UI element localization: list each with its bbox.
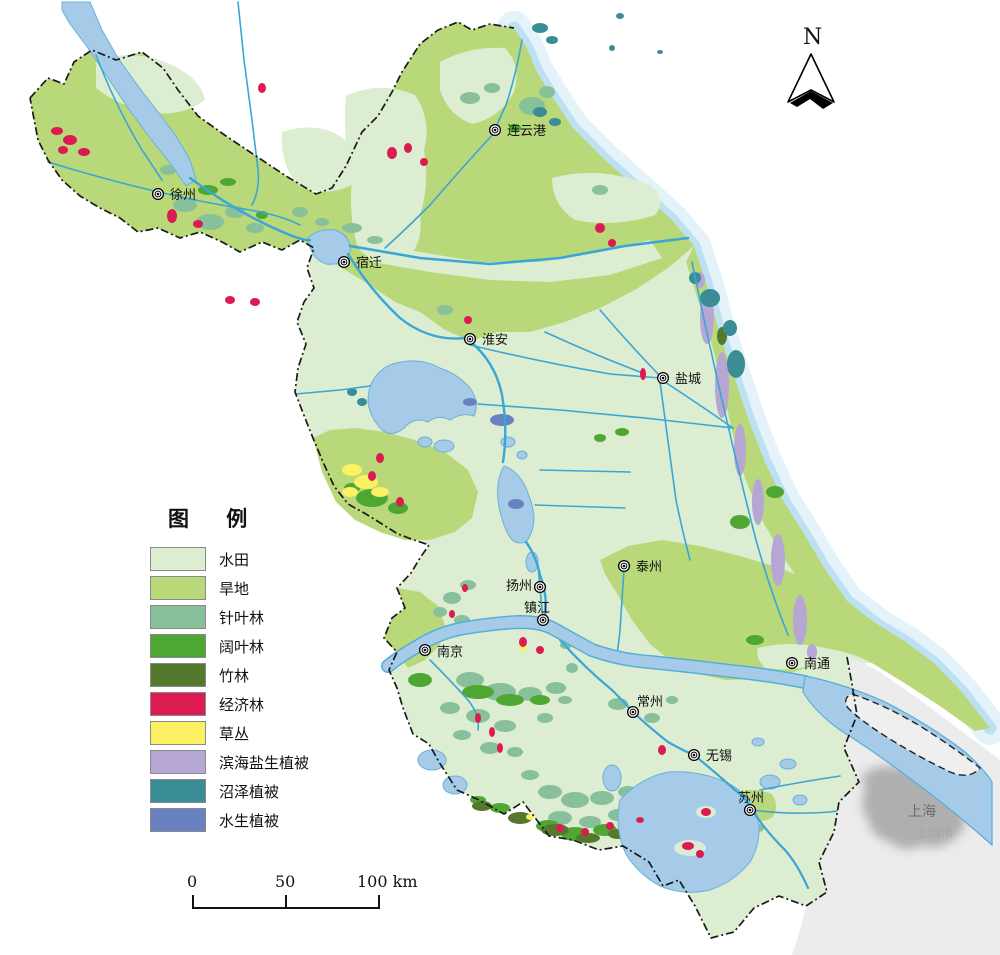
- scale-tick: [192, 895, 194, 907]
- city-marker-xuzhou: [151, 187, 165, 201]
- paddy-patches: [96, 47, 870, 670]
- scale-label-100km: 100 km: [357, 872, 418, 891]
- legend-label: 水生植被: [219, 811, 280, 830]
- shanghai-label: 上海: [908, 804, 936, 820]
- legend-label: 沼泽植被: [219, 782, 280, 801]
- legend-label: 草丛: [219, 724, 250, 743]
- legend-row: 经济林: [150, 692, 420, 716]
- legend-swatch-marsh: [150, 779, 206, 803]
- city-labels: 连云港 徐州 宿迁 淮安 盐城 扬州 泰州 镇江 南京 南通 常州 无锡 苏州 …: [170, 123, 954, 841]
- city-marker-yangzhou: [533, 580, 547, 594]
- coastal-saline-patches: [695, 272, 817, 660]
- city-marker-suqian: [337, 255, 351, 269]
- chongming-island: [845, 693, 981, 776]
- city-label-xuzhou: 徐州: [170, 188, 196, 203]
- scale-bar-labels: 0 50 100 km: [187, 872, 422, 894]
- city-label-zhenjiang: 镇江: [524, 601, 550, 616]
- city-marker-yancheng: [656, 371, 670, 385]
- legend-row: 草丛: [150, 721, 420, 745]
- north-arrow: N: [787, 25, 835, 109]
- legend-label: 旱地: [219, 579, 250, 598]
- legend-swatch-grass: [150, 721, 206, 745]
- city-label-wuxi: 无锡: [706, 749, 732, 764]
- legend-swatch-saline: [150, 750, 206, 774]
- lake-taihu: [617, 771, 760, 893]
- province-boundary: [29, 21, 860, 939]
- city-marker-wuxi: [687, 748, 701, 762]
- legend-label: 阔叶林: [219, 637, 265, 656]
- north-arrow-label: N: [803, 25, 822, 50]
- legend-swatch-economic: [150, 692, 206, 716]
- legend-swatch-coniferous: [150, 605, 206, 629]
- city-marker-changzhou: [626, 705, 640, 719]
- yangtze-river: [381, 614, 993, 847]
- legend-swatch-aquatic: [150, 808, 206, 832]
- legend-row: 水生植被: [150, 808, 420, 832]
- legend-row: 针叶林: [150, 605, 420, 629]
- city-label-changzhou: 常州: [637, 695, 663, 710]
- legend-label: 针叶林: [219, 608, 265, 627]
- city-label-lianyungang: 连云港: [507, 123, 546, 139]
- city-label-suqian: 宿迁: [356, 255, 382, 271]
- city-marker-nanjing: [418, 643, 432, 657]
- legend-swatch-broadleaf: [150, 634, 206, 658]
- city-label-huaian: 淮安: [482, 333, 508, 348]
- north-arrow-glyph: [787, 53, 835, 103]
- legend-label: 竹林: [219, 666, 250, 685]
- scale-label-0: 0: [187, 872, 198, 891]
- scale-label-50: 50: [275, 872, 296, 891]
- lake-hongze: [367, 360, 477, 434]
- shanghai-area-label: 上海市: [915, 825, 954, 841]
- legend-row: 滨海盐生植被: [150, 750, 420, 774]
- city-marker-zhenjiang: [536, 613, 550, 627]
- scale-tick: [378, 895, 380, 907]
- city-label-nanjing: 南京: [437, 644, 463, 660]
- city-marker-huaian: [463, 332, 477, 346]
- legend-swatch-bamboo: [150, 663, 206, 687]
- city-label-taizhou: 泰州: [636, 560, 662, 575]
- legend-swatch-dryland: [150, 576, 206, 600]
- legend-row: 沼泽植被: [150, 779, 420, 803]
- city-label-yangzhou: 扬州: [506, 579, 532, 594]
- scale-tick: [285, 895, 287, 907]
- legend-label: 经济林: [219, 695, 265, 714]
- lake-luoma: [307, 229, 351, 265]
- scale-bar: 0 50 100 km: [187, 872, 422, 917]
- city-label-suzhou: 苏州: [738, 790, 764, 806]
- city-label-nantong: 南通: [804, 656, 830, 672]
- city-markers: [151, 123, 799, 817]
- city-label-yancheng: 盐城: [675, 372, 701, 387]
- lake-weishan: [61, 1, 197, 187]
- legend-label: 滨海盐生植被: [219, 753, 310, 772]
- marsh-vegetation-patches: [347, 13, 745, 406]
- rivers: [47, 1, 883, 890]
- legend-row: 旱地: [150, 576, 420, 600]
- legend-row: 竹林: [150, 663, 420, 687]
- legend-row: 阔叶林: [150, 634, 420, 658]
- lakes: [61, 1, 808, 893]
- legend-row: 水田: [150, 547, 420, 571]
- city-marker-nantong: [785, 656, 799, 670]
- legend-title: 图 例: [168, 506, 250, 531]
- aquatic-vegetation-patches: [463, 398, 524, 509]
- legend-swatch-paddy: [150, 547, 206, 571]
- legend-label: 水田: [219, 550, 250, 569]
- city-marker-taizhou: [617, 559, 631, 573]
- scale-bar-line: [192, 894, 380, 909]
- city-marker-lianyungang: [488, 123, 502, 137]
- economic-forest-patches: [51, 83, 711, 858]
- legend: 图 例 水田 旱地 针叶林 阔叶林 竹林 经济林 草丛: [150, 503, 420, 837]
- city-marker-suzhou: [743, 803, 757, 817]
